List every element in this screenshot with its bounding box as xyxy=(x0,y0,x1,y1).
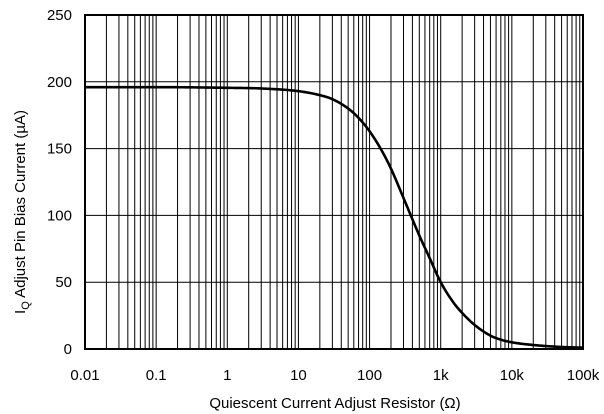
y-axis-label: IQ Adjust Pin Bias Current (µA) xyxy=(12,110,32,314)
y-axis-label-subscript: Q xyxy=(20,301,32,310)
plot-frame xyxy=(84,14,584,350)
data-line xyxy=(85,85,584,349)
grid-layer xyxy=(84,14,583,350)
x-tick-label: 10k xyxy=(500,367,525,384)
y-tick-label: 200 xyxy=(47,74,72,91)
x-tick-label: 0.01 xyxy=(70,367,99,384)
y-axis-label-rest: Adjust Pin Bias Current (µA) xyxy=(12,110,29,301)
x-tick-label: 1 xyxy=(223,367,231,384)
y-axis-label-main: I xyxy=(12,310,29,314)
y-tick-label: 150 xyxy=(47,141,72,158)
y-tick-label: 50 xyxy=(55,274,72,291)
x-tick-label: 100k xyxy=(567,367,600,384)
x-tick-label: 10 xyxy=(290,367,307,384)
y-tick-label: 250 xyxy=(47,7,72,24)
x-tick-label: 0.1 xyxy=(146,367,167,384)
x-axis-label: Quiescent Current Adjust Resistor (Ω) xyxy=(209,395,460,412)
y-tick-label: 0 xyxy=(64,341,72,358)
x-tick-labels: 0.01 0.1 1 10 100 1k 10k 100k xyxy=(70,367,599,384)
x-tick-label: 1k xyxy=(433,367,449,384)
x-tick-label: 100 xyxy=(357,367,382,384)
y-tick-labels: 0 50 100 150 200 250 xyxy=(47,7,72,358)
y-tick-label: 100 xyxy=(47,207,72,224)
